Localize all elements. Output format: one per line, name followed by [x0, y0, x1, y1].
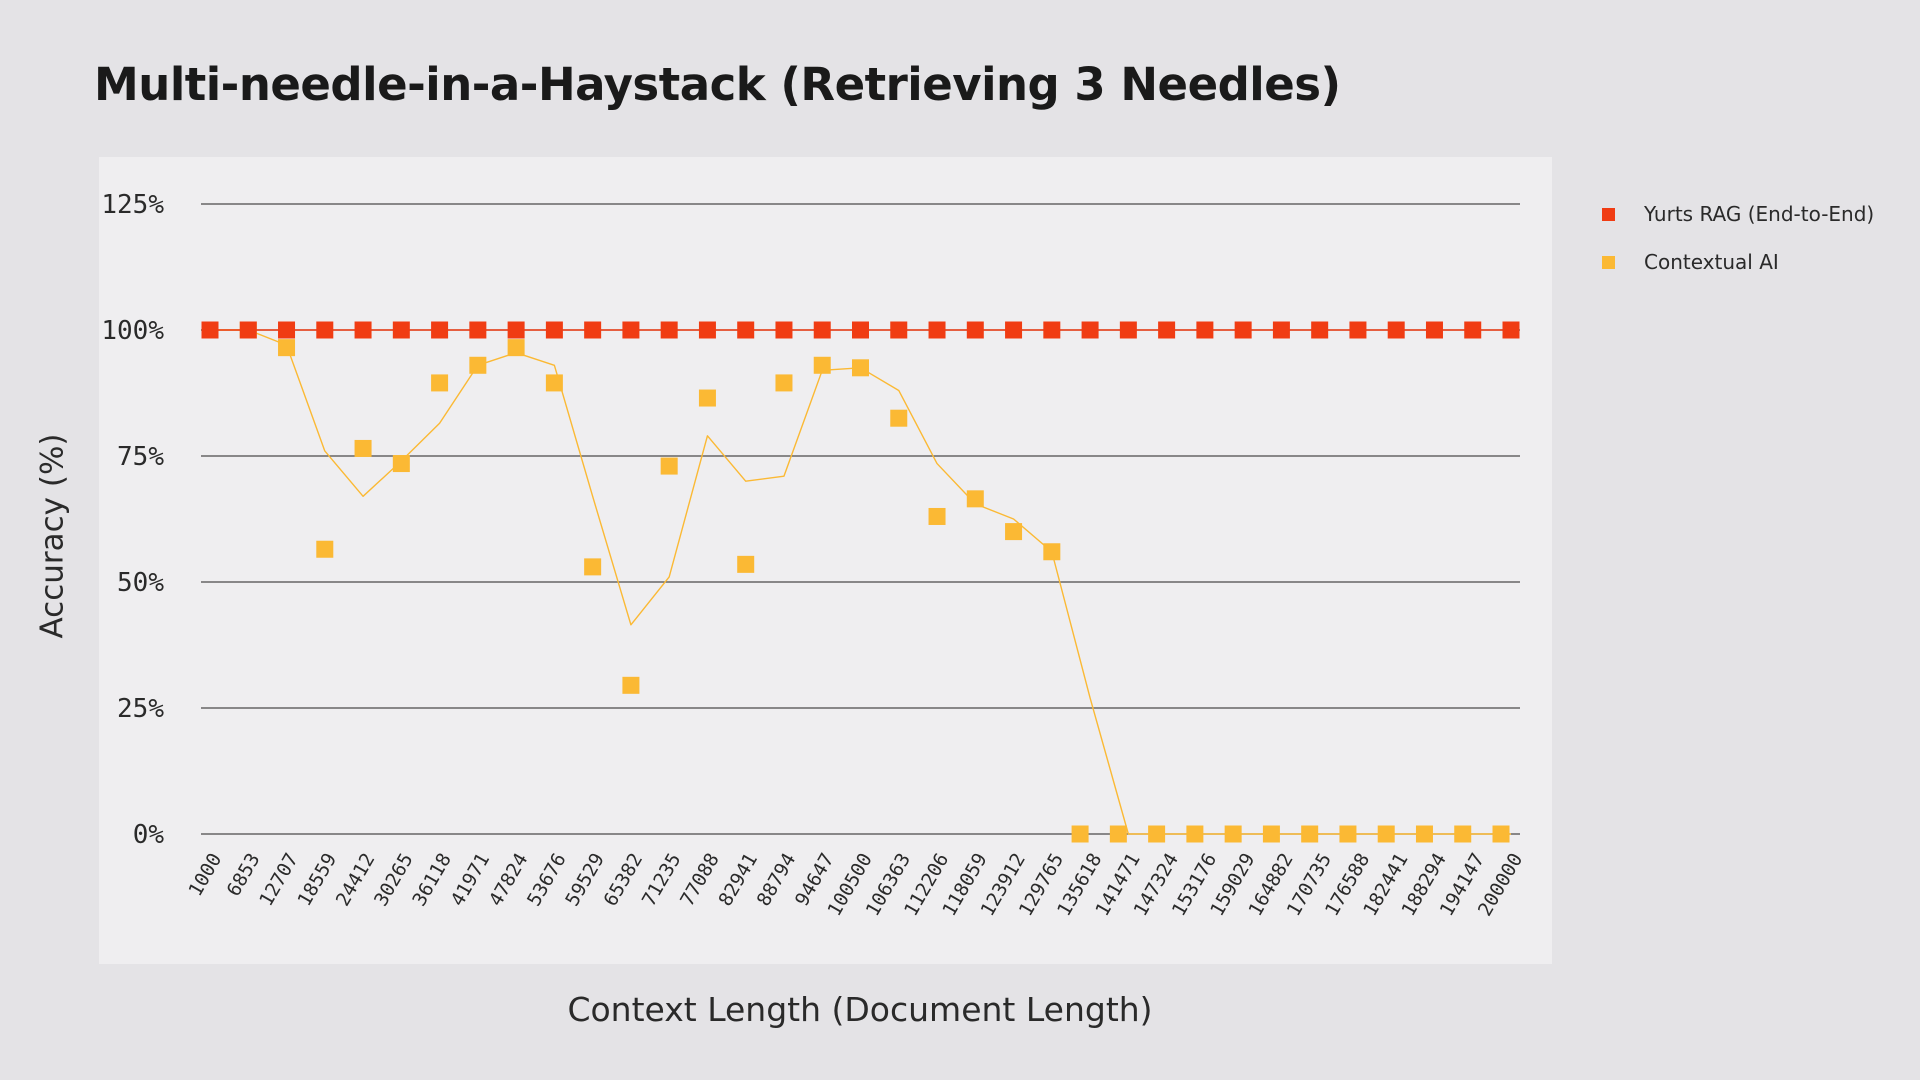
data-point — [852, 321, 869, 339]
series-1 — [201, 321, 1511, 843]
legend-item-yurts: Yurts RAG (End-to-End) — [1602, 202, 1902, 226]
data-point — [1387, 321, 1405, 339]
data-point — [1425, 321, 1443, 339]
data-point — [1415, 825, 1433, 843]
legend-label-contextual: Contextual AI — [1644, 250, 1779, 274]
data-point — [966, 490, 984, 508]
data-point — [1454, 825, 1472, 843]
data-point — [928, 321, 946, 339]
y-tick-label: 125% — [101, 190, 164, 220]
data-point — [584, 558, 602, 576]
data-point — [890, 409, 908, 427]
data-point — [354, 439, 372, 457]
page-title: Multi-needle-in-a-Haystack (Retrieving 3… — [94, 58, 1341, 111]
data-point — [469, 321, 487, 339]
data-point — [1224, 825, 1242, 843]
data-point — [1081, 321, 1099, 339]
y-tick-label: 50% — [117, 568, 164, 598]
data-point — [1158, 321, 1176, 339]
data-point — [1186, 825, 1204, 843]
data-point — [813, 356, 831, 374]
data-point — [928, 507, 946, 525]
data-point — [852, 359, 869, 377]
data-point — [1301, 825, 1319, 843]
data-point — [1464, 321, 1482, 339]
data-point — [1377, 825, 1395, 843]
y-tick-label: 75% — [117, 442, 164, 472]
data-point — [1234, 321, 1252, 339]
data-point — [392, 455, 410, 473]
data-point — [775, 321, 793, 339]
data-point — [469, 356, 487, 374]
data-point — [1043, 543, 1061, 561]
data-point — [622, 321, 640, 339]
data-point — [507, 339, 525, 357]
data-point — [775, 374, 793, 392]
legend-label-yurts: Yurts RAG (End-to-End) — [1644, 202, 1875, 226]
data-point — [316, 540, 334, 558]
data-point — [1196, 321, 1214, 339]
data-point — [1349, 321, 1367, 339]
data-point — [316, 321, 334, 339]
x-axis-title: Context Length (Document Length) — [567, 990, 1153, 1029]
data-point — [737, 321, 755, 339]
data-point — [1311, 321, 1329, 339]
y-axis-title: Accuracy (%) — [35, 433, 71, 639]
data-point — [1043, 321, 1061, 339]
data-point — [354, 321, 372, 339]
data-point — [278, 339, 296, 357]
y-axis-ticks: 0% 25% 50% 75% 100% 125% — [101, 190, 164, 850]
data-point — [584, 321, 602, 339]
legend-swatch-contextual — [1602, 255, 1615, 269]
data-point — [737, 555, 755, 573]
series-0 — [201, 321, 1520, 339]
data-point — [1005, 321, 1023, 339]
data-point — [1339, 825, 1357, 843]
data-point — [1071, 825, 1089, 843]
data-point — [201, 321, 219, 339]
data-point — [239, 321, 257, 339]
x-axis-ticks: 1000685312707185592441230265361184197147… — [184, 850, 1527, 920]
y-tick-label: 100% — [101, 316, 164, 346]
legend: Yurts RAG (End-to-End) Contextual AI — [1602, 202, 1902, 299]
data-point — [1262, 825, 1280, 843]
data-point — [698, 321, 716, 339]
data-point — [431, 374, 449, 392]
y-tick-label: 25% — [117, 694, 164, 724]
data-point — [278, 321, 296, 339]
legend-item-contextual: Contextual AI — [1602, 250, 1902, 274]
x-tick-label: 1000 — [184, 850, 226, 901]
data-point — [1492, 825, 1510, 843]
data-point — [545, 374, 563, 392]
data-point — [1005, 523, 1023, 541]
data-point — [813, 321, 831, 339]
data-point — [622, 676, 640, 694]
data-point — [660, 321, 678, 339]
series-layer — [201, 321, 1520, 843]
data-point — [392, 321, 410, 339]
data-point — [966, 321, 984, 339]
data-point — [698, 389, 716, 407]
data-point — [1502, 321, 1520, 339]
data-point — [431, 321, 449, 339]
gridlines — [201, 203, 1520, 835]
data-point — [660, 457, 678, 475]
data-point — [1109, 825, 1127, 843]
data-point — [1148, 825, 1166, 843]
y-tick-label: 0% — [133, 820, 165, 850]
data-point — [1119, 321, 1137, 339]
data-point — [507, 321, 525, 339]
data-point — [545, 321, 563, 339]
legend-swatch-yurts — [1602, 207, 1615, 221]
data-point — [1272, 321, 1290, 339]
data-point — [890, 321, 908, 339]
